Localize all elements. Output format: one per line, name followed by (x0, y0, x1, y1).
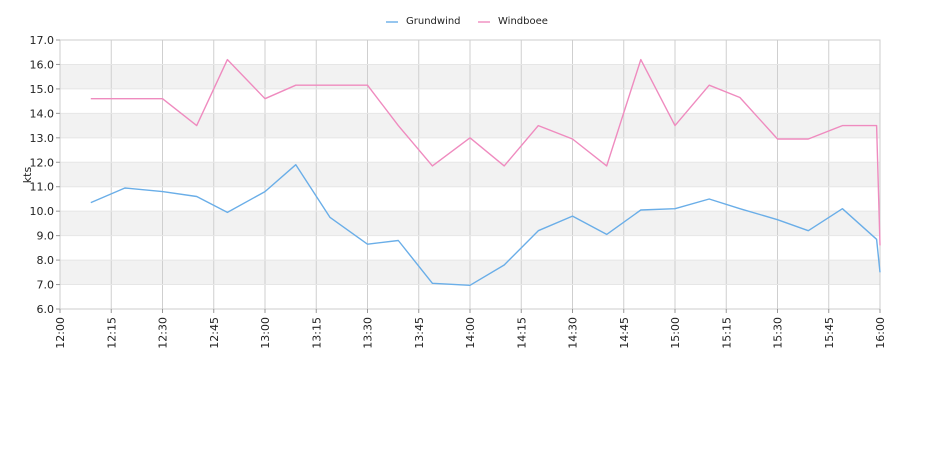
x-tick-label: 14:15 (515, 317, 528, 349)
x-tick-label: 13:15 (310, 317, 323, 349)
x-tick-label: 14:00 (464, 317, 477, 349)
y-tick-label: 14.0 (30, 107, 55, 120)
x-tick-label: 16:00 (874, 317, 887, 349)
y-tick-label: 8.0 (37, 254, 55, 267)
x-tick-label: 12:15 (105, 317, 118, 349)
x-tick-label: 15:45 (823, 317, 836, 349)
legend-label: Grundwind (406, 16, 461, 27)
y-tick-label: 17.0 (30, 34, 55, 47)
x-tick-label: 15:15 (720, 317, 733, 349)
x-tick-label: 12:00 (54, 317, 67, 349)
x-tick-label: 14:30 (567, 317, 580, 349)
y-tick-label: 13.0 (30, 132, 55, 145)
series-line-grundwind (90, 163, 881, 286)
y-tick-label: 16.0 (30, 58, 55, 71)
y-axis-label: kts (21, 167, 34, 184)
x-tick-label: 12:45 (208, 317, 221, 349)
x-tick-label: 13:00 (259, 317, 272, 349)
x-tick-label: 14:45 (618, 317, 631, 349)
legend: Grundwind Windboee (386, 16, 548, 27)
y-tick-label: 12.0 (30, 156, 55, 169)
y-tick-label: 15.0 (30, 83, 55, 96)
y-tick-label: 10.0 (30, 205, 55, 218)
x-tick-label: 13:30 (362, 317, 375, 349)
x-tick-label: 13:45 (413, 317, 426, 349)
vertical-grid (59, 40, 881, 309)
legend-label: Windboee (498, 16, 548, 27)
x-tick-label: 15:00 (669, 317, 682, 349)
y-tick-label: 9.0 (37, 230, 55, 243)
y-tick-label: 11.0 (30, 181, 55, 194)
x-axis-ticks: 12:00 12:15 12:30 12:45 13:00 13:15 13:30 13:45… (54, 309, 887, 349)
y-tick-label: 6.0 (37, 303, 55, 316)
series-lines (90, 58, 881, 286)
y-axis-ticks: 6.0 7.0 8.0 9.0 10.0 11.0 12.0 13.0 14.0 15.0 16.0… (30, 34, 60, 316)
x-tick-label: 12:30 (157, 317, 170, 349)
series-line-windboee (90, 58, 881, 246)
x-tick-label: 15:30 (772, 317, 785, 349)
y-tick-label: 7.0 (37, 279, 55, 292)
